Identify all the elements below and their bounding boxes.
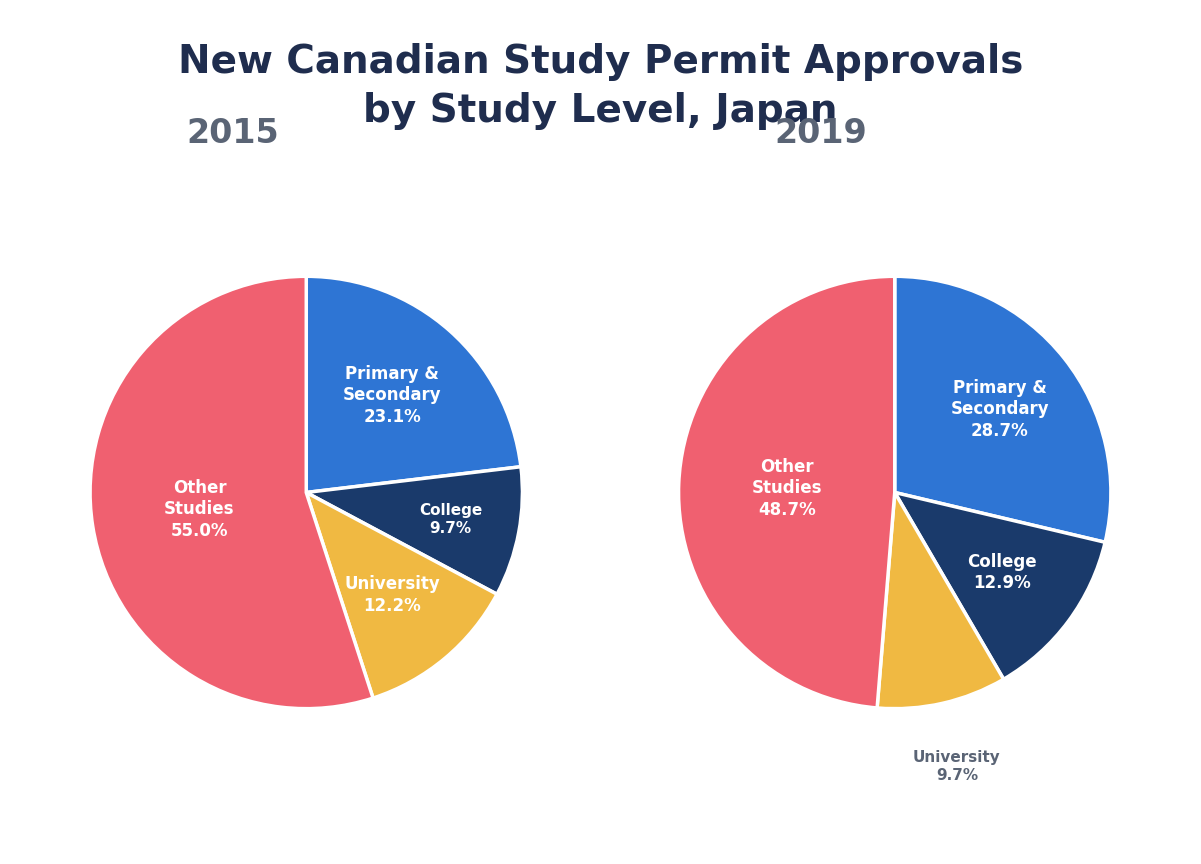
Text: Other
Studies
55.0%: Other Studies 55.0% [165, 479, 234, 540]
Text: Primary &
Secondary
28.7%: Primary & Secondary 28.7% [950, 378, 1050, 440]
Wedge shape [895, 492, 1105, 679]
Wedge shape [90, 276, 374, 708]
Wedge shape [877, 492, 1004, 708]
Text: New Canadian Study Permit Approvals
by Study Level, Japan: New Canadian Study Permit Approvals by S… [178, 43, 1023, 130]
Text: University
12.2%: University 12.2% [345, 575, 441, 615]
Text: College
9.7%: College 9.7% [419, 503, 483, 536]
Wedge shape [306, 492, 497, 698]
Wedge shape [679, 276, 895, 708]
Text: University
9.7%: University 9.7% [913, 750, 1000, 783]
Wedge shape [306, 276, 521, 492]
Wedge shape [895, 276, 1111, 543]
Text: College
12.9%: College 12.9% [968, 553, 1038, 592]
Wedge shape [306, 467, 522, 594]
Text: 2015: 2015 [186, 118, 279, 150]
Text: 2019: 2019 [775, 118, 867, 150]
Text: Other
Studies
48.7%: Other Studies 48.7% [752, 458, 821, 518]
Text: Primary &
Secondary
23.1%: Primary & Secondary 23.1% [343, 365, 442, 426]
